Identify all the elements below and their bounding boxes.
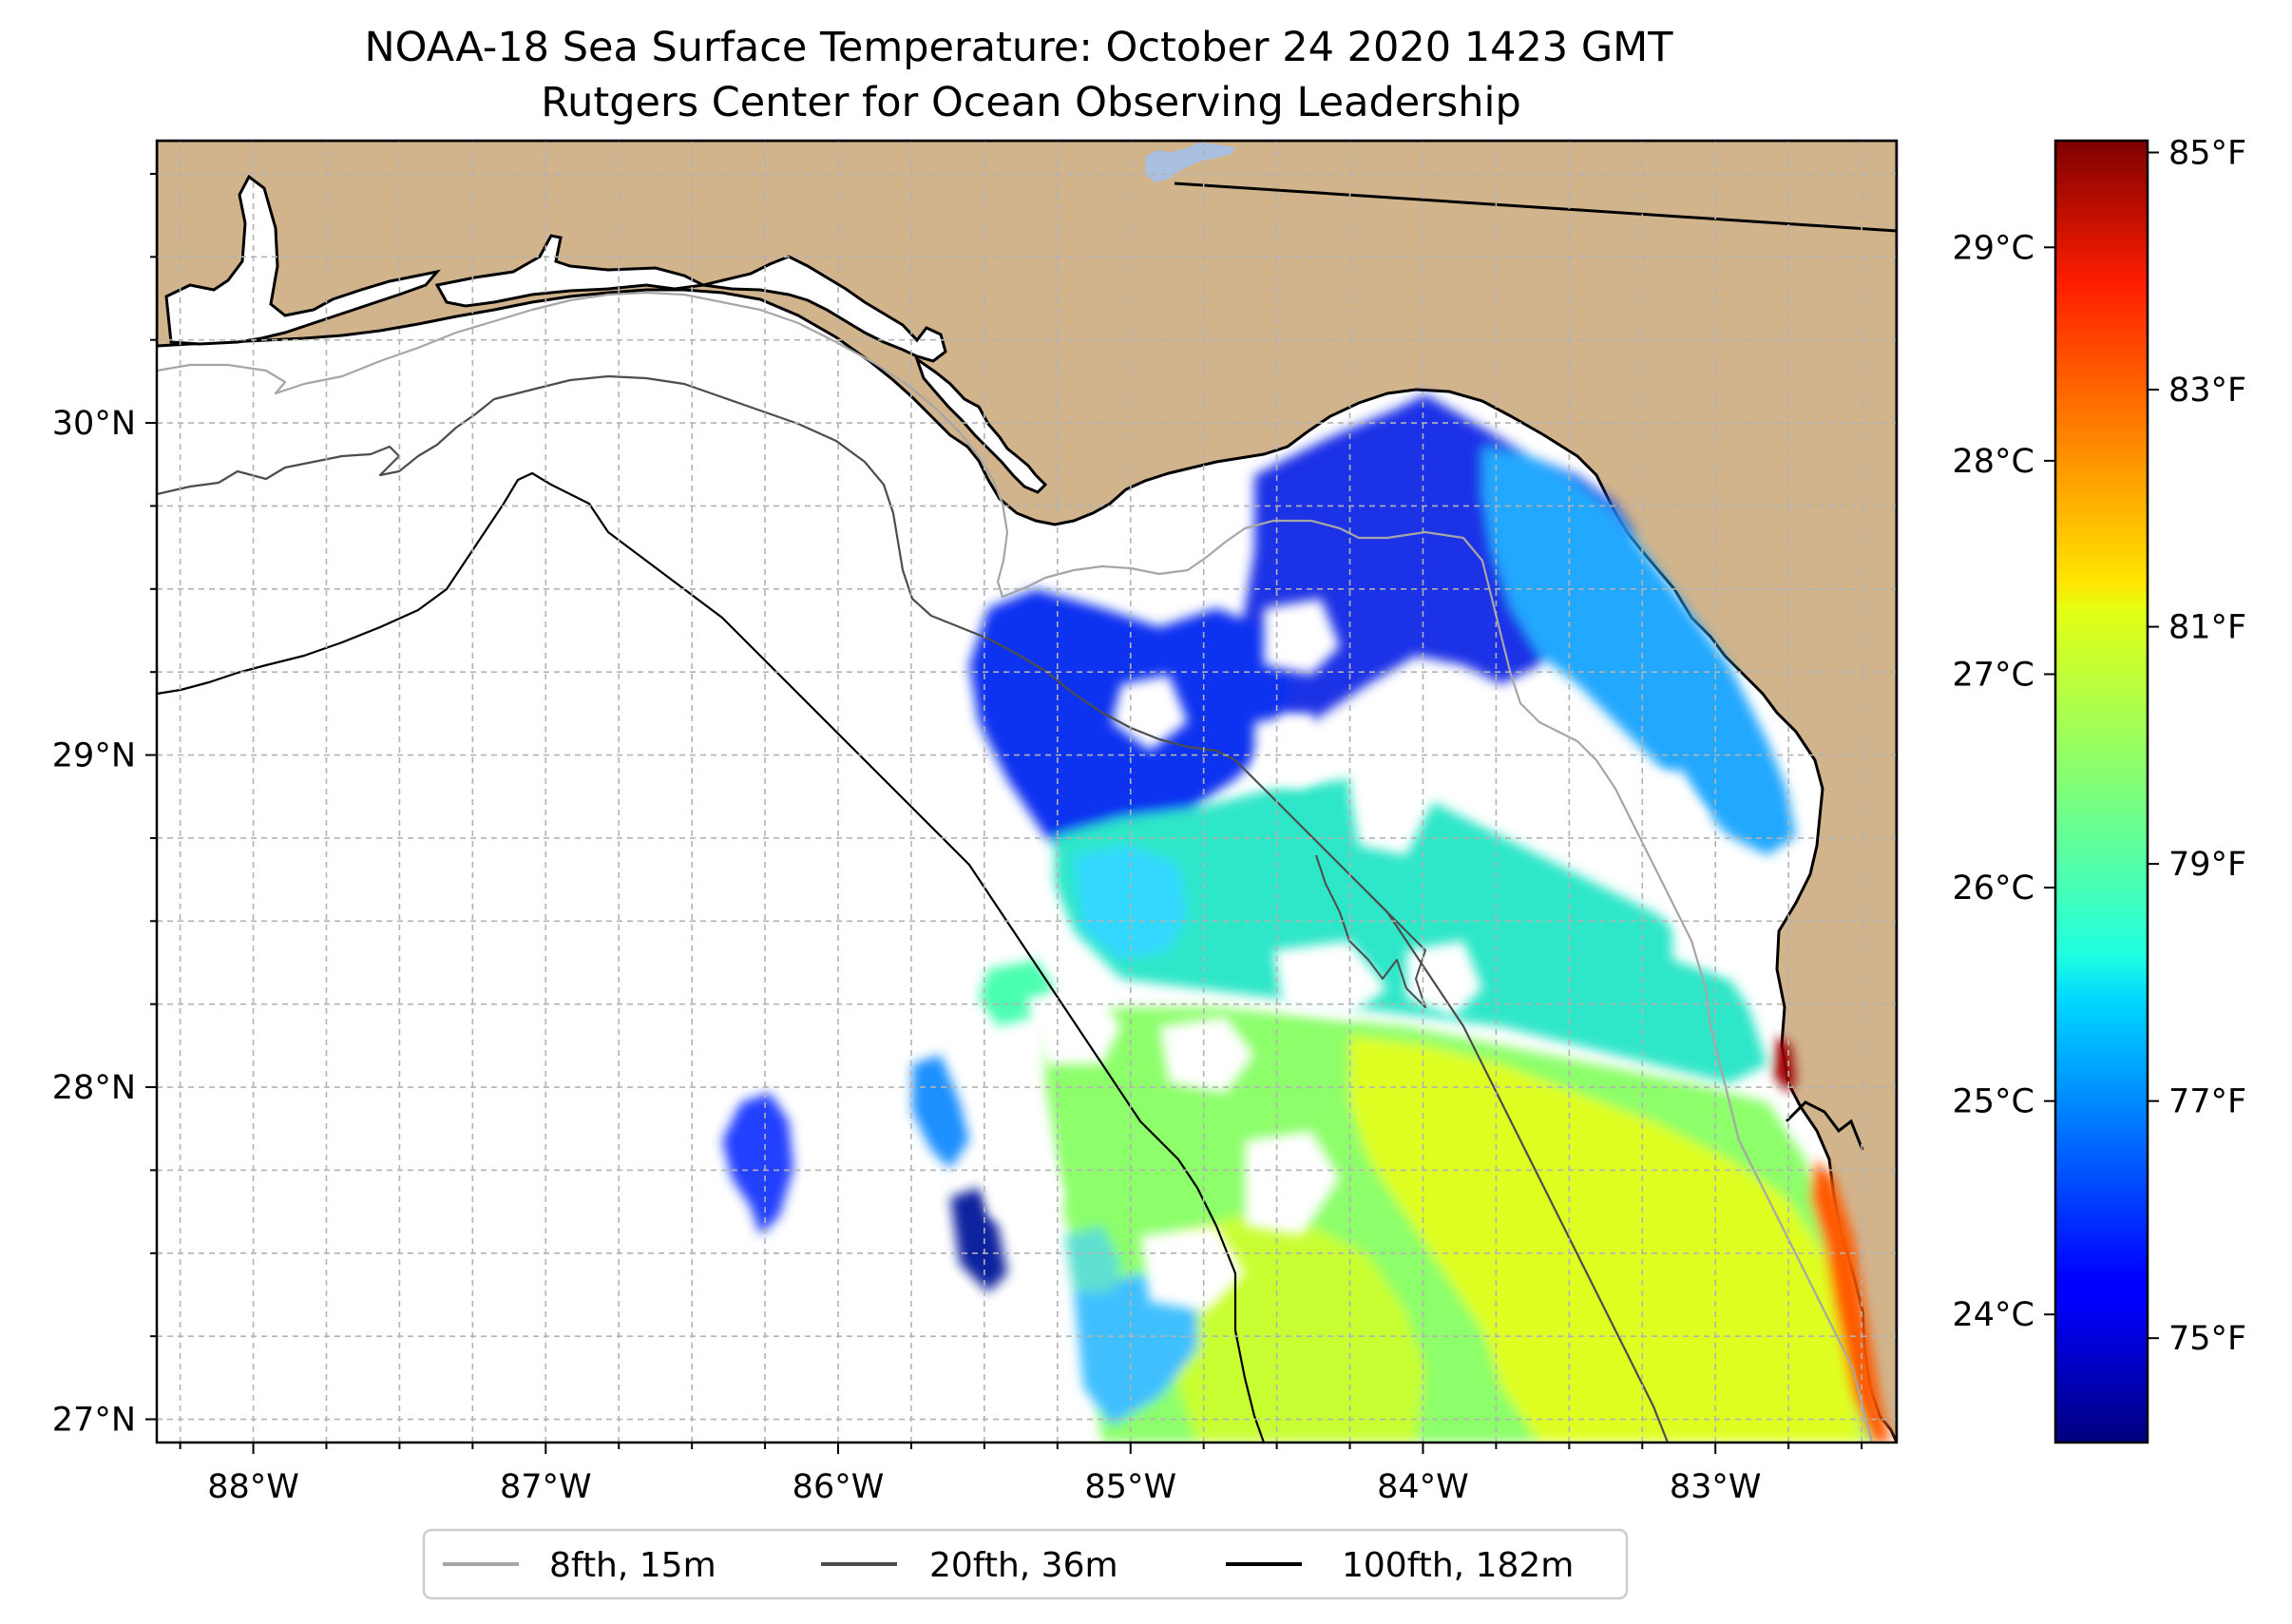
lat-tick-label: 30°N <box>52 405 136 443</box>
sst-patch-south-yellow <box>1349 1036 1862 1442</box>
lon-tick-label: 86°W <box>793 1468 885 1506</box>
legend-label-20fth: 20fth, 36m <box>929 1546 1118 1585</box>
colorbar-fahrenheit-label: 81°F <box>2168 609 2246 647</box>
title-line-2: Rutgers Center for Ocean Observing Leade… <box>541 79 1521 126</box>
legend: 8fth, 15m 20fth, 36m 100fth, 182m <box>422 1528 1629 1600</box>
colorbar-celsius-label: 28°C <box>1953 443 2034 481</box>
isobath-20fth-detail <box>1315 854 1426 1008</box>
lat-tick-label: 28°N <box>52 1069 136 1107</box>
gridlines <box>157 141 1897 1442</box>
land <box>157 141 1897 1442</box>
sst-patch-bigbend <box>1482 447 1796 855</box>
lon-tick-labels: 88°W 87°W 86°W 85°W 84°W 83°W <box>207 1468 1761 1506</box>
bay-apalachicola <box>914 355 1048 494</box>
sst-patch-west-2 <box>722 1093 793 1235</box>
colorbar-fahrenheit-label: 83°F <box>2168 372 2246 410</box>
colorbar-fahrenheit-label: 75°F <box>2168 1320 2246 1358</box>
legend-label-8fth: 8fth, 15m <box>549 1546 716 1585</box>
sst-field <box>722 394 1891 1442</box>
legend-label-100fth: 100fth, 182m <box>1342 1546 1574 1585</box>
sst-patch-midshelf <box>1055 779 1767 1083</box>
colorbar-celsius-label: 26°C <box>1953 869 2034 908</box>
colorbar-fahrenheit-label: 85°F <box>2168 134 2246 172</box>
lon-tick-label: 85°W <box>1084 1468 1176 1506</box>
colorbar-fahrenheit-label: 79°F <box>2168 846 2246 884</box>
lat-tick-labels: 27°N 28°N 29°N 30°N <box>52 405 136 1439</box>
sst-patch-coast-hot <box>1810 1159 1891 1442</box>
colorbar-fahrenheit-label: 77°F <box>2168 1083 2246 1121</box>
colorbar-gradient <box>2053 139 2149 1444</box>
lon-tick-label: 83°W <box>1670 1468 1762 1506</box>
map-panel: 88°W 87°W 86°W 85°W 84°W 83°W 27°N 28°N 29°N 30°… <box>52 139 1899 1506</box>
title-line-1: NOAA-18 Sea Surface Temperature: October… <box>364 24 1673 71</box>
lon-tick-label: 87°W <box>500 1468 592 1506</box>
colorbar-celsius-label: 27°C <box>1953 656 2034 694</box>
bay-choctawhatchee <box>434 234 709 308</box>
coastal-detail-tampa <box>1785 1100 1864 1151</box>
lon-tick-label: 88°W <box>207 1468 299 1506</box>
sst-patch-coast-red <box>1773 1036 1796 1093</box>
colorbar-celsius-label: 24°C <box>1953 1296 2034 1334</box>
colorbar-celsius-label: 29°C <box>1953 229 2034 267</box>
isobath-8fth <box>157 291 1874 1442</box>
isobath-100fth <box>157 471 1266 1442</box>
bay-st-andrew <box>702 255 947 363</box>
isobath-20fth <box>157 374 1670 1442</box>
land-northern-coast <box>157 141 1897 1442</box>
sst-patch-south-west <box>1074 1273 1197 1425</box>
lon-tick-label: 84°W <box>1377 1468 1469 1506</box>
sst-patch-west-4 <box>950 1188 1007 1292</box>
colorbar: 24°C 25°C 26°C 27°C 28°C 29°C 75°F 77°F 79°F 81°… <box>1953 134 2246 1444</box>
isobaths <box>157 291 1874 1442</box>
lat-tick-label: 27°N <box>52 1402 136 1440</box>
sst-patch-west-5 <box>1064 1226 1121 1292</box>
cloud-gaps <box>988 599 1758 1311</box>
colorbar-celsius-label: 25°C <box>1953 1083 2034 1121</box>
colorbar-fahrenheit-labels: 75°F 77°F 79°F 81°F 83°F 85°F <box>2168 134 2246 1358</box>
colorbar-ticks <box>2044 151 2159 1340</box>
map-frame <box>155 139 1899 1444</box>
lake <box>1145 143 1235 182</box>
state-border <box>1174 182 1897 233</box>
lat-tick-label: 29°N <box>52 737 136 775</box>
legend-box <box>422 1528 1629 1600</box>
map-tick-marks <box>145 172 1863 1454</box>
bay-pensacola <box>164 174 441 346</box>
colorbar-celsius-labels: 24°C 25°C 26°C 27°C 28°C 29°C <box>1953 229 2034 1334</box>
sst-patch-west-mid <box>1074 846 1188 960</box>
sst-patch-west-3 <box>912 1055 969 1169</box>
